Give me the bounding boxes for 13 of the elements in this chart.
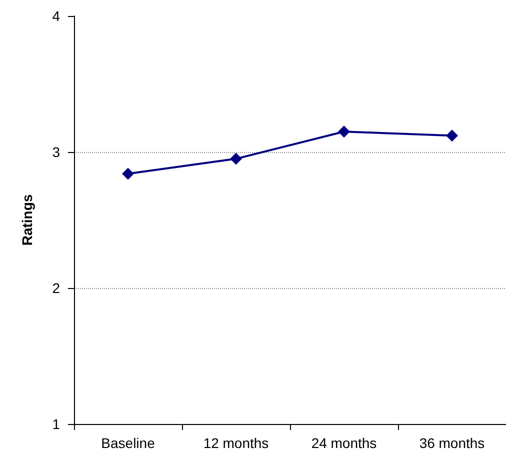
x-tick-label: 24 months (311, 435, 377, 451)
point (230, 152, 242, 165)
y-tick-label: 1 (52, 416, 60, 432)
x-tick-label: 36 months (419, 435, 485, 451)
point (338, 126, 350, 138)
x-tick-label: Baseline (101, 435, 156, 451)
point (122, 168, 134, 180)
y-tick-label: 3 (52, 144, 60, 160)
x-tick-label: 12 months (203, 435, 269, 451)
point (446, 130, 458, 142)
y-tick-label: 2 (52, 280, 60, 296)
y-axis-title: Ratings (19, 194, 35, 246)
y-tick-label: 4 (52, 8, 60, 24)
